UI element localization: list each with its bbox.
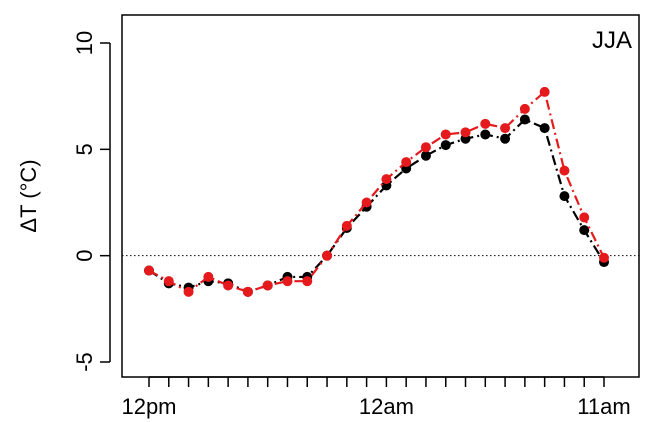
y-tick-label: 10: [72, 31, 97, 55]
data-point: [480, 118, 491, 129]
data-point: [559, 165, 570, 176]
data-point: [599, 252, 609, 263]
y-tick-label: 5: [72, 143, 97, 155]
data-point: [420, 150, 431, 161]
y-tick-label: -5: [72, 352, 97, 372]
data-point: [223, 280, 234, 291]
data-point: [282, 276, 293, 287]
data-point: [559, 191, 570, 202]
y-axis: -5 0 5 10: [72, 31, 111, 372]
data-point: [579, 212, 590, 223]
data-point: [460, 127, 471, 138]
data-point: [500, 123, 511, 134]
data-point: [242, 286, 253, 297]
series-line: [148, 89, 605, 294]
data-point: [519, 103, 530, 114]
data-point: [539, 86, 550, 97]
x-tick-label: 12am: [359, 394, 414, 419]
x-tick-label: 11am: [577, 394, 630, 419]
y-tick-label: 0: [72, 250, 97, 262]
data-point: [500, 133, 511, 144]
data-point: [361, 197, 372, 208]
data-point: [302, 276, 313, 287]
series-1: [144, 86, 609, 297]
y-axis-title: ΔT (°C): [16, 159, 41, 232]
x-tick-label: 12pm: [121, 394, 176, 419]
data-point: [341, 220, 352, 231]
data-point: [539, 123, 550, 134]
data-point: [203, 271, 214, 282]
data-point: [440, 129, 451, 140]
data-point: [322, 250, 333, 261]
data-point: [183, 286, 194, 297]
data-point: [163, 276, 174, 287]
data-point: [144, 265, 154, 276]
data-point: [262, 280, 273, 291]
data-point: [519, 114, 530, 125]
series-line: [148, 118, 605, 293]
panel-label: JJA: [592, 27, 632, 54]
data-point: [420, 142, 431, 153]
x-axis: 12pm 12am 11am: [121, 376, 631, 419]
series-0: [144, 114, 609, 297]
data-point: [381, 174, 392, 185]
data-point: [401, 157, 412, 168]
data-point: [440, 140, 451, 151]
series-layer: [144, 86, 609, 297]
data-point: [579, 225, 590, 236]
data-point: [480, 129, 491, 140]
